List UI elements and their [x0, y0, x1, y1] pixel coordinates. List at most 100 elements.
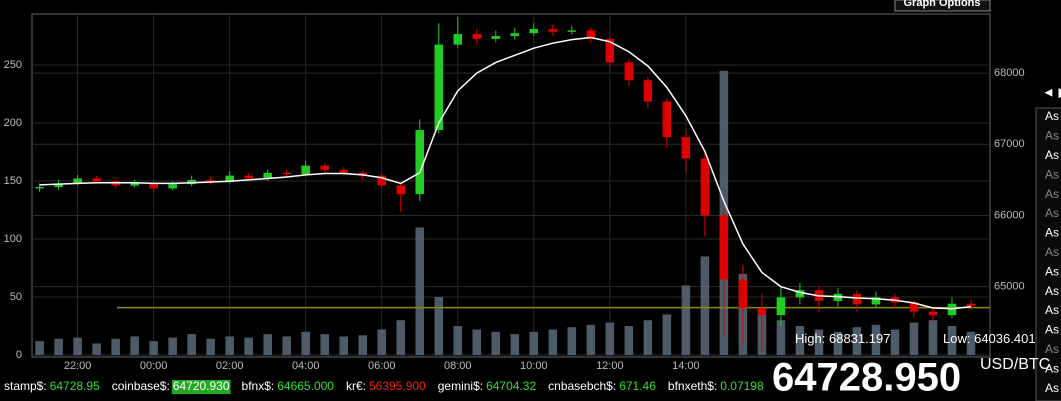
candle-body — [586, 30, 596, 39]
side-list-item: As — [1045, 245, 1059, 259]
candle-body — [453, 33, 463, 45]
candle-body — [852, 293, 862, 305]
volume-bar — [852, 327, 862, 355]
volume-bar — [263, 334, 272, 355]
candle-body — [130, 182, 139, 186]
candle-body — [871, 297, 881, 305]
ticker-label: bfnx$: — [242, 379, 275, 393]
x-tick-label: 06:00 — [368, 360, 396, 372]
candle-body — [415, 130, 425, 195]
volume-bar — [244, 337, 253, 355]
volume-bar — [358, 335, 368, 355]
volume-bar — [434, 297, 444, 355]
current-price: 64728.950 — [772, 356, 961, 400]
side-list-item: As — [1045, 206, 1059, 220]
volume-bar — [662, 314, 672, 355]
ticker-label: stamp$: — [4, 379, 47, 393]
volume-bar — [605, 322, 615, 355]
candle-body — [757, 308, 767, 316]
candle-body — [73, 178, 82, 184]
candle-body — [928, 311, 938, 316]
side-list-item: As — [1045, 284, 1059, 298]
x-tick-label: 04:00 — [292, 360, 320, 372]
candle-body — [168, 184, 177, 189]
volume-bar — [187, 334, 196, 355]
side-list-item: As — [1045, 167, 1059, 181]
ticker-label: bfnxeth$: — [668, 379, 717, 393]
volume-bar — [282, 336, 291, 355]
candle-body — [681, 137, 691, 159]
side-list-item: As — [1045, 323, 1059, 337]
candle-body — [282, 172, 291, 175]
nav-arrows[interactable]: ◄ ▶ — [1042, 84, 1061, 99]
candle-body — [377, 175, 387, 186]
x-tick-label: 10:00 — [520, 360, 548, 372]
volume-bar — [130, 336, 139, 355]
candle-body — [643, 80, 653, 102]
candle-body — [149, 182, 158, 189]
side-list — [1035, 107, 1061, 401]
y2-tick-label: 65000 — [994, 281, 1025, 293]
volume-bar — [453, 326, 463, 355]
ticker-value: 64728.95 — [50, 379, 100, 393]
graph-options-button[interactable] — [894, 0, 991, 12]
ticker-label: cnbasebch$: — [548, 379, 616, 393]
candle-body — [624, 62, 634, 81]
volume-bar — [795, 326, 805, 355]
volume-bar — [586, 324, 596, 355]
candle-body — [491, 36, 501, 39]
candle-body — [301, 165, 310, 175]
candle-body — [529, 28, 539, 34]
volume-bar — [529, 331, 539, 355]
y-tick-label: 250 — [4, 59, 22, 71]
ticker-label: gemini$: — [438, 379, 483, 393]
volume-bar — [681, 285, 691, 355]
volume-bar — [567, 327, 577, 355]
volume-bar — [396, 320, 406, 355]
y-tick-label: 150 — [4, 175, 22, 187]
ticker-label: kr€: — [346, 379, 366, 393]
high-value: 68831.197 — [829, 331, 890, 346]
candle-body — [434, 44, 444, 131]
candle-body — [738, 279, 748, 309]
ticker-value: 56395.900 — [369, 379, 426, 393]
candle-body — [548, 28, 558, 32]
ticker-value: 64720.930 — [173, 379, 230, 393]
volume-bar — [890, 329, 900, 355]
graph-options-label[interactable]: Graph Options — [904, 0, 981, 9]
y2-tick-label: 67000 — [994, 138, 1025, 150]
ticker-value: 671.46 — [619, 379, 656, 393]
volume-bar — [928, 320, 938, 355]
candle-body — [795, 290, 805, 298]
volume-bar — [966, 331, 976, 355]
y-tick-label: 0 — [16, 349, 22, 361]
volume-bar — [73, 337, 82, 355]
side-list-item: As — [1045, 148, 1059, 162]
high-label-text: High: — [795, 331, 825, 346]
side-list-item: As — [1045, 342, 1059, 356]
candle-body — [396, 185, 406, 195]
candle-body — [966, 303, 976, 306]
candle-body — [206, 179, 215, 183]
candle-body — [339, 169, 349, 173]
side-list-item: As — [1045, 381, 1059, 395]
volume-bar — [111, 338, 120, 355]
side-list-item: As — [1045, 303, 1059, 317]
side-list-item: As — [1045, 361, 1059, 375]
y-tick-label: 100 — [4, 233, 22, 245]
volume-bar — [472, 329, 482, 355]
candle-body — [662, 101, 672, 138]
y2-tick-label: 68000 — [994, 67, 1025, 79]
candle-body — [909, 302, 919, 312]
candle-body — [263, 172, 272, 179]
volume-bar — [624, 326, 634, 355]
volume-bar — [206, 338, 215, 355]
candle-body — [92, 178, 101, 182]
low-value: 64036.401 — [974, 331, 1035, 346]
candle-body — [54, 183, 63, 187]
ticker-highlight — [171, 380, 231, 394]
volume-bar — [871, 324, 881, 355]
ticker-value: 64665.000 — [277, 379, 334, 393]
volume-bar — [776, 320, 786, 355]
